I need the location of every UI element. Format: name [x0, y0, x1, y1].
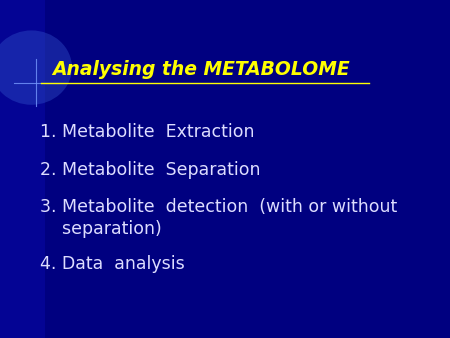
- Text: 4. Data  analysis: 4. Data analysis: [40, 255, 185, 273]
- Text: 3. Metabolite  detection  (with or without
    separation): 3. Metabolite detection (with or without…: [40, 198, 398, 238]
- Text: 2. Metabolite  Separation: 2. Metabolite Separation: [40, 161, 261, 178]
- Ellipse shape: [0, 30, 72, 105]
- FancyBboxPatch shape: [0, 0, 45, 338]
- Text: 1. Metabolite  Extraction: 1. Metabolite Extraction: [40, 123, 255, 141]
- Text: Analysing the METABOLOME: Analysing the METABOLOME: [52, 60, 349, 79]
